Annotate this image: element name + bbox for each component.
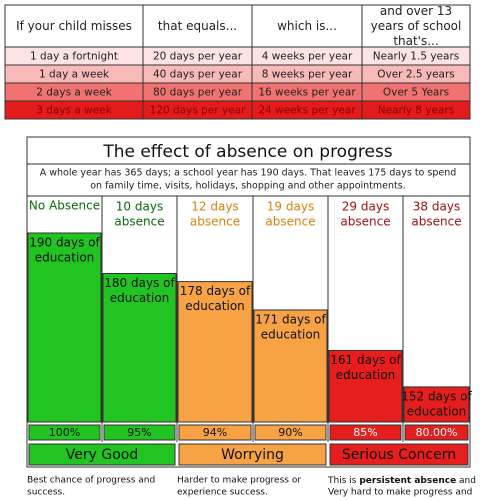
percent: 94% xyxy=(203,426,227,439)
rating-bg xyxy=(178,443,327,466)
table-cell: 1 day a week xyxy=(39,69,110,81)
column-header: No Absence xyxy=(29,199,100,213)
bar-label: 178 days of xyxy=(180,284,251,298)
table-cell: 3 days a week xyxy=(36,105,112,117)
table-cell: 20 days per year xyxy=(153,51,243,63)
note: experience success. xyxy=(177,488,268,498)
subtitle: on family time, visits, holidays, shoppi… xyxy=(90,181,406,192)
header-text: which is... xyxy=(277,18,337,33)
bar xyxy=(27,232,102,423)
percent: 90% xyxy=(278,426,302,439)
rating: Worrying xyxy=(221,447,284,463)
bar xyxy=(253,309,328,423)
column-header: absence xyxy=(190,215,240,229)
panel-title: The effect of absence on progress xyxy=(102,142,392,162)
percent-cell xyxy=(254,424,327,441)
note-part: persistent absence xyxy=(359,476,456,486)
table-header-bg xyxy=(4,4,471,48)
table-cell: Over 5 Years xyxy=(383,87,449,99)
column-header: 19 days xyxy=(267,200,314,214)
column-header: 10 days xyxy=(116,200,163,214)
header-cell: that equals... xyxy=(157,18,238,33)
table-cell: 1 day a fortnight xyxy=(30,51,118,63)
rating: Serious Concern xyxy=(342,447,456,463)
bar-label: education xyxy=(336,368,396,382)
column-header: absence xyxy=(265,215,315,229)
header-text: If your child misses xyxy=(16,18,132,33)
percent: 80.00% xyxy=(416,426,458,439)
percent: 100% xyxy=(49,426,80,439)
bar xyxy=(403,386,470,423)
column-header: absence xyxy=(114,215,164,229)
bar-label: education xyxy=(35,251,95,265)
bar xyxy=(328,349,403,423)
bar-label: education xyxy=(407,404,467,418)
column-header: 12 days xyxy=(191,200,238,214)
table-cell: 8 weeks per year xyxy=(262,69,353,81)
note-part: This is xyxy=(327,476,359,486)
percent-cell xyxy=(178,424,252,441)
note: This is persistent absence and xyxy=(327,476,476,486)
bar xyxy=(102,273,177,423)
subtitle: A whole year has 365 days; a school year… xyxy=(40,168,457,179)
percent-cell xyxy=(28,424,101,441)
bar-label: 180 days of xyxy=(104,276,175,290)
column-header: absence xyxy=(340,215,390,229)
table-cell: 120 days per year xyxy=(150,105,246,117)
bar-label: 171 days of xyxy=(255,312,326,326)
table-cell: 2 days a week xyxy=(36,87,112,99)
bar-label: education xyxy=(110,291,170,305)
percent-cell xyxy=(404,424,469,441)
table-cell: 16 weeks per year xyxy=(258,87,356,99)
header-cell: If your child misses xyxy=(16,18,132,33)
header-cell: and over 13 years of school that's... xyxy=(370,5,462,47)
rating: Very Good xyxy=(66,447,138,463)
table-cell: Nearly 1.5 years xyxy=(373,51,459,63)
table-cell: Nearly 8 years xyxy=(378,105,454,117)
bar xyxy=(177,281,253,423)
table-cell: 4 weeks per year xyxy=(262,51,353,63)
table-cell: 40 days per year xyxy=(153,69,243,81)
table-row xyxy=(4,100,471,120)
note: Harder to make progress or xyxy=(177,476,301,486)
percent: 85% xyxy=(353,426,377,439)
rating-bg xyxy=(329,443,469,466)
note-part: and xyxy=(456,476,476,486)
percent: 95% xyxy=(127,426,151,439)
table-cell: 24 weeks per year xyxy=(258,105,356,117)
rating-bg xyxy=(28,443,176,466)
bar-label: 152 days of xyxy=(401,389,472,403)
header-text: and over 13 years of school that's... xyxy=(370,5,462,47)
column-header: 29 days xyxy=(342,200,389,214)
header-text: that equals... xyxy=(157,18,238,33)
note: Best chance of progress and xyxy=(27,476,155,486)
percent-cell xyxy=(103,424,176,441)
bar-label: education xyxy=(261,327,321,341)
note: Very hard to make progress and xyxy=(328,488,472,498)
column-header: 38 days xyxy=(413,200,460,214)
bar-label: education xyxy=(185,299,245,313)
note: success. xyxy=(27,488,65,498)
header-cell: which is... xyxy=(277,18,337,33)
table-cell: 80 days per year xyxy=(153,87,243,99)
bar-label: 161 days of xyxy=(330,353,401,367)
bar-label: 190 days of xyxy=(29,236,100,250)
percent-cell xyxy=(329,424,402,441)
table-cell: Over 2.5 years xyxy=(377,69,455,81)
column-header: absence xyxy=(411,215,461,229)
